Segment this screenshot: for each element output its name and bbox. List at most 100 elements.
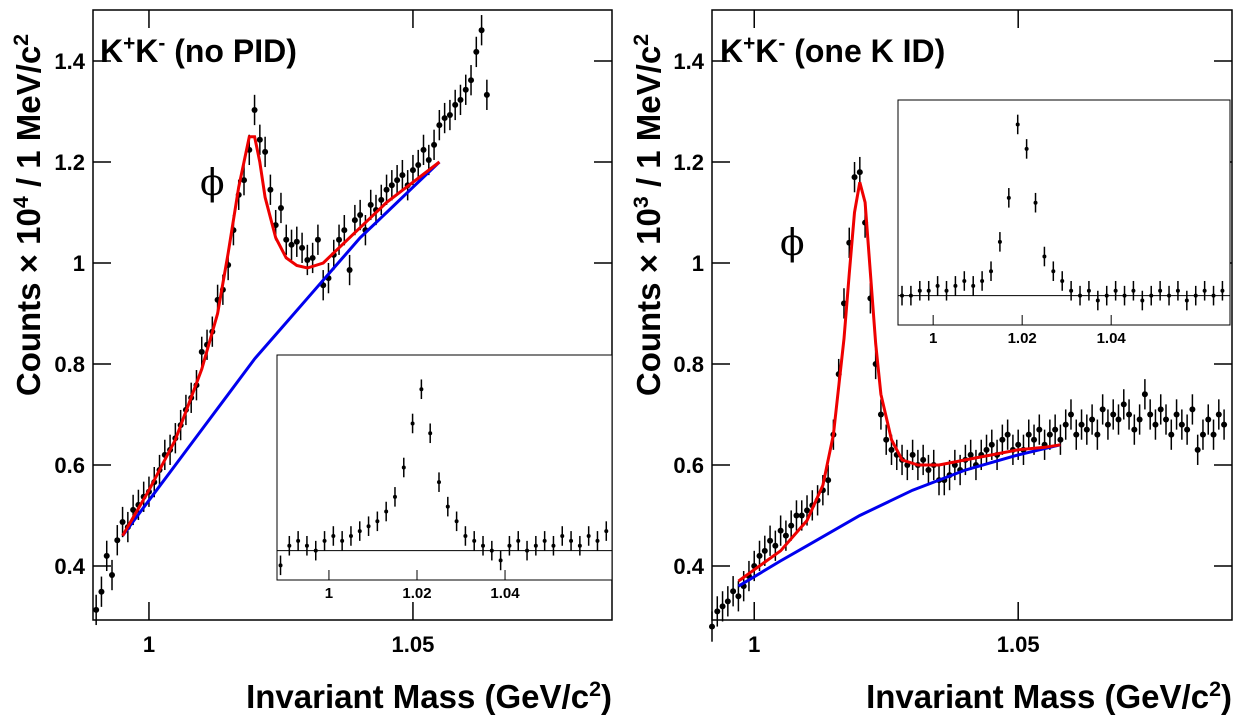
- y-tick-label: 1.2: [54, 150, 85, 175]
- x-axis-label-part: Invariant Mass (GeV/c: [866, 678, 1209, 715]
- data-point: [498, 558, 503, 563]
- data-point: [1158, 288, 1163, 293]
- x-tick-label: 1.05: [392, 632, 435, 657]
- y-axis-label-part: Counts × 10: [10, 208, 47, 396]
- data-point: [293, 238, 300, 245]
- data-point: [445, 504, 450, 509]
- data-point: [1046, 431, 1053, 438]
- data-point: [357, 212, 364, 219]
- data-point: [569, 538, 574, 543]
- x-axis-label-part: Invariant Mass (GeV/c: [246, 678, 589, 715]
- data-point: [1211, 293, 1216, 298]
- data-point: [431, 141, 438, 148]
- data-point: [436, 122, 443, 129]
- inset-frame: [276, 354, 613, 581]
- x-axis-label-part: ): [1221, 678, 1232, 715]
- data-point: [1193, 293, 1198, 298]
- data-point: [1073, 431, 1080, 438]
- inset-x-tick-label: 1: [325, 585, 333, 602]
- data-point: [1104, 293, 1109, 298]
- y-tick-label: 0.4: [673, 554, 704, 579]
- data-point: [331, 533, 336, 538]
- data-point: [1083, 426, 1090, 433]
- chart-title-part: K: [720, 33, 743, 69]
- data-point: [1110, 411, 1117, 418]
- data-point: [709, 623, 715, 630]
- data-point: [851, 174, 858, 181]
- data-point: [478, 27, 485, 34]
- chart-title-sup: +: [123, 32, 135, 55]
- data-point: [1099, 406, 1106, 413]
- data-point: [761, 547, 768, 554]
- data-point: [756, 552, 763, 559]
- annotation: ϕ: [200, 163, 225, 204]
- x-axis-label-sup: 2: [1209, 677, 1221, 701]
- data-point: [1086, 288, 1091, 293]
- data-point: [348, 533, 353, 538]
- data-point: [415, 162, 422, 169]
- data-point: [388, 182, 395, 189]
- data-point: [735, 593, 742, 600]
- data-point: [103, 552, 110, 559]
- data-point: [577, 543, 582, 548]
- data-point: [1069, 288, 1074, 293]
- x-tick-label: 1.05: [997, 632, 1040, 657]
- data-point: [1060, 278, 1065, 283]
- data-point: [1131, 288, 1136, 293]
- data-point: [988, 441, 995, 448]
- data-point: [340, 538, 345, 543]
- data-point: [1025, 431, 1032, 438]
- data-point: [900, 293, 905, 298]
- inset-x-tick-label: 1.04: [490, 585, 520, 602]
- data-point: [1095, 298, 1100, 303]
- data-point: [877, 411, 884, 418]
- data-point: [507, 543, 512, 548]
- data-point: [314, 236, 321, 243]
- data-point: [926, 288, 931, 293]
- data-point: [516, 538, 521, 543]
- chart-title-sup: +: [743, 32, 755, 55]
- plot-frame: [711, 9, 1233, 621]
- data-point: [1033, 200, 1038, 205]
- data-point: [560, 533, 565, 538]
- data-point: [322, 538, 327, 543]
- data-point: [1210, 431, 1217, 438]
- data-point: [782, 532, 789, 539]
- y-axis-label: Counts × 103 / 1 MeV/c2: [629, 34, 667, 396]
- chart-title-part: K: [135, 33, 158, 69]
- data-point: [944, 288, 949, 293]
- data-point: [551, 543, 556, 548]
- data-point: [1120, 401, 1127, 408]
- chart-title: K+K- (one K ID): [720, 32, 945, 69]
- data-point: [1173, 411, 1180, 418]
- data-point: [1178, 421, 1185, 428]
- data-point: [1189, 406, 1196, 413]
- data-point: [256, 136, 263, 143]
- data-point: [409, 167, 416, 174]
- data-point: [436, 480, 441, 485]
- inset-x-tick-label: 1: [929, 330, 937, 347]
- data-point: [468, 77, 475, 84]
- data-point: [997, 239, 1002, 244]
- data-point: [1057, 436, 1064, 443]
- data-point: [980, 278, 985, 283]
- data-point: [1051, 269, 1056, 274]
- data-point: [378, 196, 385, 203]
- data-point: [410, 421, 415, 426]
- data-point: [1094, 431, 1101, 438]
- data-point: [983, 446, 990, 453]
- data-point: [1131, 426, 1138, 433]
- data-point: [98, 588, 105, 595]
- data-point: [262, 148, 269, 155]
- data-point: [595, 538, 600, 543]
- inset-x-tick-label: 1.04: [1097, 330, 1127, 347]
- data-point: [856, 169, 863, 176]
- data-point: [1220, 288, 1225, 293]
- data-point: [1126, 411, 1133, 418]
- data-point: [267, 186, 274, 193]
- data-point: [119, 519, 126, 526]
- data-point: [483, 91, 490, 98]
- data-point: [1015, 122, 1020, 127]
- data-point: [288, 241, 295, 248]
- data-point: [1157, 406, 1164, 413]
